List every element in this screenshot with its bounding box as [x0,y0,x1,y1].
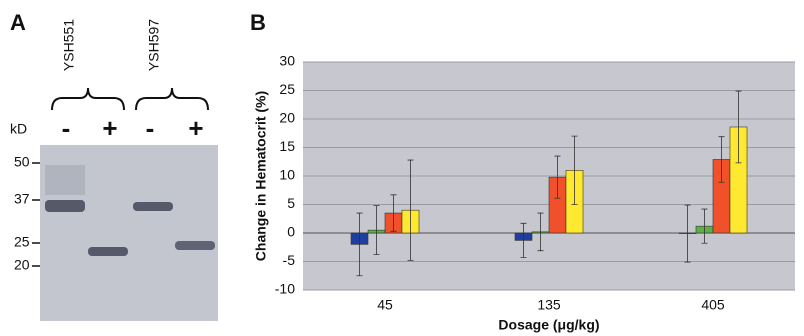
x-tick-label: 405 [701,297,725,313]
brace [52,88,124,110]
gel-smear [45,165,85,195]
page: A YSH551 YSH597 kD - + - + 50 37 25 20 B… [0,0,804,336]
gel-band [88,247,128,256]
lane-label: - [146,113,155,143]
panel-label: B [250,10,266,35]
y-tick-label: -5 [283,252,296,268]
lane-label: - [62,113,71,143]
panel-label: A [10,10,26,35]
brace [136,88,208,110]
y-tick-label: 5 [287,195,295,211]
marker-label: 20 [14,257,30,273]
unit-label: kD [10,121,27,137]
marker-label: 37 [14,191,30,207]
y-tick-label: 0 [287,224,295,240]
x-axis-label: Dosage (μg/kg) [498,317,599,333]
lane-label: + [102,113,117,143]
marker-tick [32,163,40,266]
marker-label: 25 [14,234,30,250]
figure: A YSH551 YSH597 kD - + - + 50 37 25 20 B… [0,0,804,336]
strain-label: YSH551 [61,19,77,71]
y-tick-label: 20 [279,110,295,126]
y-axis-label: Change in Hematocrit (%) [253,91,269,261]
y-tick-label: 10 [279,167,295,183]
gel-band [175,241,215,250]
x-tick-label: 135 [537,297,561,313]
y-tick-label: 15 [279,138,295,154]
y-tick-label: 25 [279,81,295,97]
gel-band [45,200,85,212]
gel-band [133,202,173,211]
x-tick-label: 45 [377,297,393,313]
marker-label: 50 [14,154,30,170]
y-tick-label: -10 [275,281,295,297]
strain-label: YSH597 [146,19,162,71]
lane-label: + [188,113,203,143]
y-tick-label: 30 [279,53,295,69]
